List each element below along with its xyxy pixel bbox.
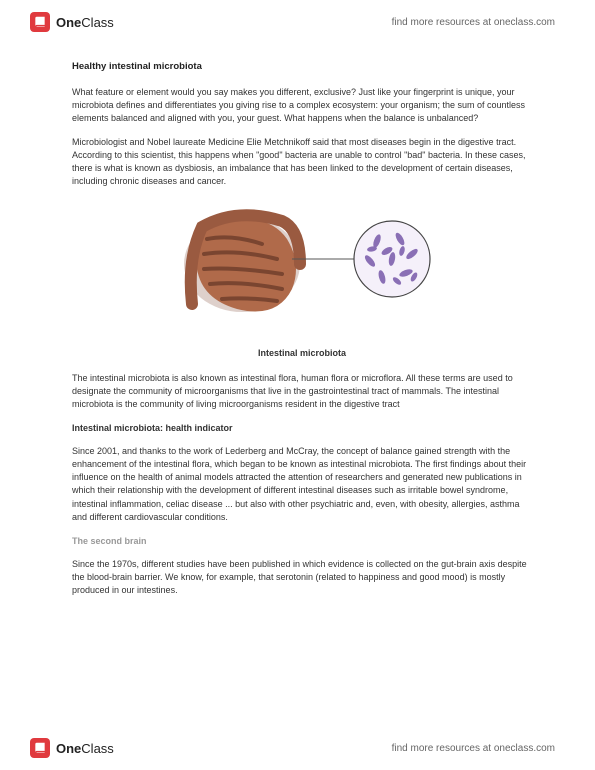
intestine-diagram-svg <box>152 199 452 339</box>
logo-icon <box>30 738 50 758</box>
paragraph: Since 2001, and thanks to the work of Le… <box>72 445 532 523</box>
paragraph: What feature or element would you say ma… <box>72 86 532 125</box>
logo-icon <box>30 12 50 32</box>
resources-link-top[interactable]: find more resources at oneclass.com <box>392 17 555 28</box>
figure-caption: Intestinal microbiota <box>72 347 532 360</box>
brand-logo-footer[interactable]: OneClass <box>30 738 114 758</box>
paragraph: Microbiologist and Nobel laureate Medici… <box>72 136 532 188</box>
page-header: OneClass find more resources at oneclass… <box>0 8 595 36</box>
subheading-grey: The second brain <box>72 535 532 548</box>
document-body: Healthy intestinal microbiota What featu… <box>72 60 532 608</box>
page-footer: OneClass find more resources at oneclass… <box>0 734 595 762</box>
paragraph: Since the 1970s, different studies have … <box>72 558 532 597</box>
resources-link-bottom[interactable]: find more resources at oneclass.com <box>392 743 555 754</box>
doc-title: Healthy intestinal microbiota <box>72 60 532 74</box>
brand-logo[interactable]: OneClass <box>30 12 114 32</box>
brand-name: OneClass <box>56 741 114 756</box>
subheading: Intestinal microbiota: health indicator <box>72 422 532 435</box>
brand-name: OneClass <box>56 15 114 30</box>
figure-intestinal <box>72 199 532 339</box>
paragraph: The intestinal microbiota is also known … <box>72 372 532 411</box>
